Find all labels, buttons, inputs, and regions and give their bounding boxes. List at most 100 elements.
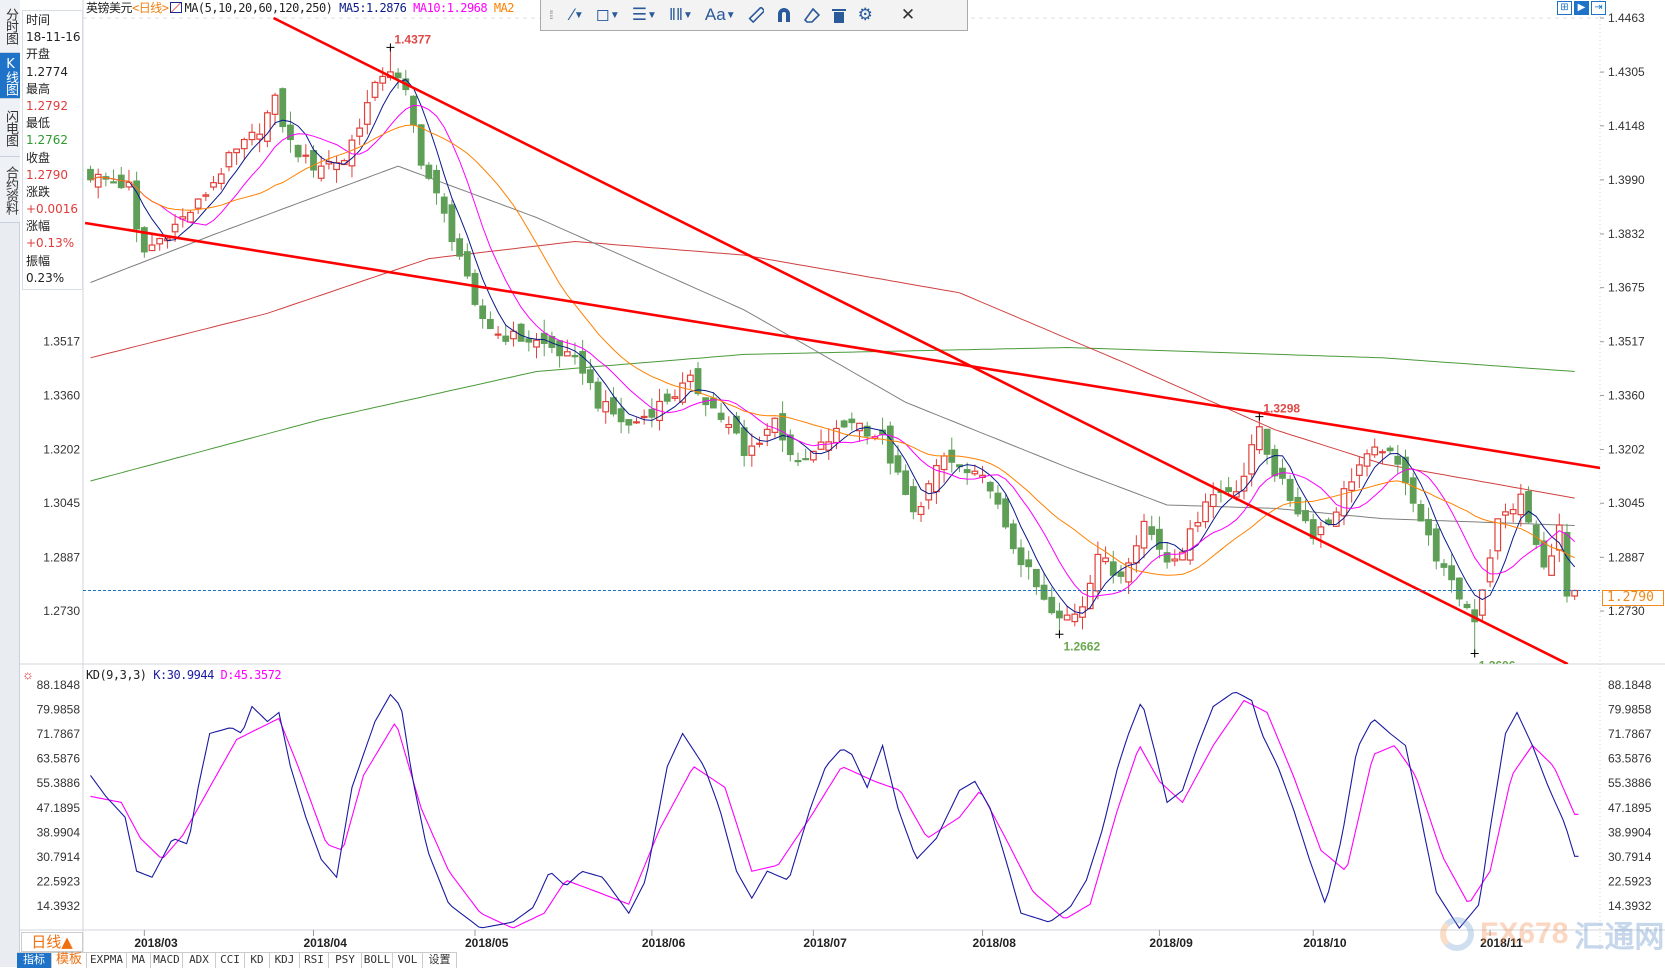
candle [525, 330, 533, 352]
candle [479, 299, 487, 329]
candle [202, 192, 210, 202]
candle-body [1009, 523, 1017, 550]
tab-cci[interactable]: CCI [216, 953, 245, 968]
chart-header: 英镑美元<日线> MA(5,10,20,60,120,250) MA5:1.287… [86, 0, 515, 16]
candle-body [117, 174, 125, 189]
candle [1317, 521, 1325, 548]
candle [848, 412, 856, 431]
price-tick-label: 1.3675 [1608, 281, 1645, 295]
candle [1125, 557, 1133, 595]
tab-settings[interactable]: 设置 [423, 953, 457, 968]
tab-intraday[interactable]: 分时图 [0, 0, 20, 53]
tab-boll[interactable]: BOLL [362, 953, 393, 968]
candle-body [1079, 606, 1086, 618]
line-tool-icon[interactable]: ⁄ ▼ [571, 5, 584, 24]
candle-body [471, 272, 479, 305]
indicator-settings-icon[interactable]: ☼ [22, 667, 34, 682]
candle-body [1386, 447, 1394, 452]
close-toolbar-icon[interactable]: ✕ [900, 5, 916, 24]
period-selector[interactable]: 日线▲ [21, 932, 83, 952]
tab-vol[interactable]: VOL [393, 953, 423, 968]
tab-kd[interactable]: KD [245, 953, 270, 968]
candle [1009, 519, 1017, 554]
candle-body [379, 75, 387, 84]
candle [248, 123, 256, 146]
candle [1463, 600, 1471, 610]
exit-icon[interactable]: ⇥ [1591, 1, 1606, 15]
candle [963, 462, 971, 485]
font-tool-icon[interactable]: Aa ▼ [704, 5, 736, 24]
candle-body [1048, 596, 1056, 614]
candle [863, 421, 871, 445]
price-tick-label: 1.3360 [1608, 388, 1645, 402]
fit-icon[interactable]: ⊞ [1557, 1, 1572, 15]
candle-body [1071, 613, 1079, 623]
tab-contract-info[interactable]: 合约资料 [0, 157, 20, 223]
candle-body [94, 173, 102, 188]
tab-macd[interactable]: MACD [151, 953, 183, 968]
text-tool-icon[interactable]: ☰ ▼ [631, 5, 657, 24]
ruler-icon[interactable] [748, 7, 764, 23]
kd-tick-label-right: 14.3932 [1608, 899, 1652, 913]
tab-expma[interactable]: EXPMA [87, 953, 127, 968]
candle-body [1478, 589, 1486, 616]
tab-rsi[interactable]: RSI [300, 953, 329, 968]
candle [317, 155, 325, 182]
kd-tick-label-left: 14.3932 [37, 899, 81, 913]
candle-body [1502, 511, 1509, 516]
ma20-line [90, 124, 1575, 576]
vlines-tool-icon[interactable]: ‖‖ ▼ [668, 5, 693, 24]
candle-body [1156, 528, 1163, 550]
tab-adx[interactable]: ADX [183, 953, 216, 968]
candle-body [809, 450, 817, 461]
kd-tick-label-left: 47.1895 [37, 801, 81, 815]
price-tick-label: 1.4305 [1608, 65, 1645, 79]
drag-handle-icon[interactable]: ⁞⁞ [549, 8, 554, 22]
tab-kdj[interactable]: KDJ [270, 953, 300, 968]
indicator-icon[interactable] [170, 2, 183, 13]
candle [417, 124, 425, 170]
candle [1186, 520, 1194, 565]
candle [748, 433, 756, 467]
candle-body [525, 338, 533, 343]
candle-body [1063, 614, 1071, 621]
candle [533, 332, 540, 359]
tab-template[interactable]: 模板 [52, 953, 87, 968]
info-label: 涨跌 [26, 184, 51, 199]
eraser-icon[interactable] [803, 7, 820, 23]
left-price-tick-label: 1.2730 [43, 604, 80, 618]
high-label: 1.3298 [1263, 402, 1300, 416]
candle-body [417, 124, 425, 166]
watermark-logo: FX678 汇通网 [1440, 912, 1664, 956]
price-tick-label: 1.3832 [1608, 227, 1645, 241]
trash-icon[interactable] [831, 7, 846, 23]
ma5-value: MA5:1.2876 [339, 1, 407, 15]
candle-body [140, 227, 148, 253]
candle-body [1494, 518, 1502, 552]
magnet-icon[interactable] [776, 7, 792, 23]
candle-body [571, 354, 579, 358]
ma10-line [90, 104, 1576, 598]
candle [233, 148, 241, 165]
settings-gear-icon[interactable]: ⚙ [857, 5, 873, 24]
candle-body [709, 397, 717, 409]
tab-psy[interactable]: PSY [329, 953, 362, 968]
candle-body [648, 408, 656, 418]
rect-tool-icon[interactable]: ◻ ▼ [595, 5, 620, 24]
candle [610, 387, 617, 417]
price-tick-label: 1.2887 [1608, 550, 1645, 564]
cursor-icon[interactable]: ▶ [1574, 1, 1589, 15]
candle-body [263, 112, 271, 142]
candle [756, 436, 763, 448]
candle [1140, 513, 1148, 559]
tab-flash[interactable]: 闪电图 [0, 99, 20, 157]
tab-ma[interactable]: MA [127, 953, 151, 968]
tab-kline[interactable]: K线图 [0, 53, 20, 99]
candle [240, 137, 248, 160]
candle [817, 429, 825, 450]
info-value: +0.13% [26, 236, 75, 251]
candle-body [771, 417, 779, 433]
candle [1348, 468, 1356, 503]
tab-indicator[interactable]: 指标 [17, 953, 52, 968]
